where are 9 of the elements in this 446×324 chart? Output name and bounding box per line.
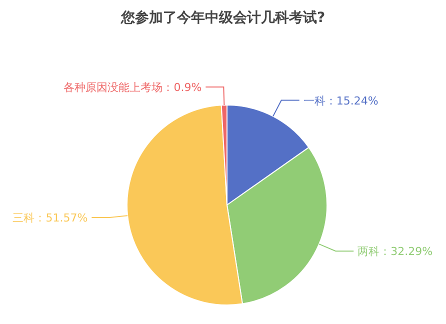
chart-title: 您参加了今年中级会计几科考试? xyxy=(120,9,326,26)
slice-label: 三科 xyxy=(12,211,35,224)
data-label: ：32.29% xyxy=(380,245,433,258)
data-label: ：0.9% xyxy=(162,81,202,94)
data-label: ：51.57% xyxy=(34,211,88,224)
slice-label: 两科 xyxy=(358,245,380,258)
slice-label: 各种原因没能上考场 xyxy=(64,81,163,94)
slice-label: 一科 xyxy=(303,94,326,108)
data-label: ：15.24% xyxy=(325,94,378,108)
